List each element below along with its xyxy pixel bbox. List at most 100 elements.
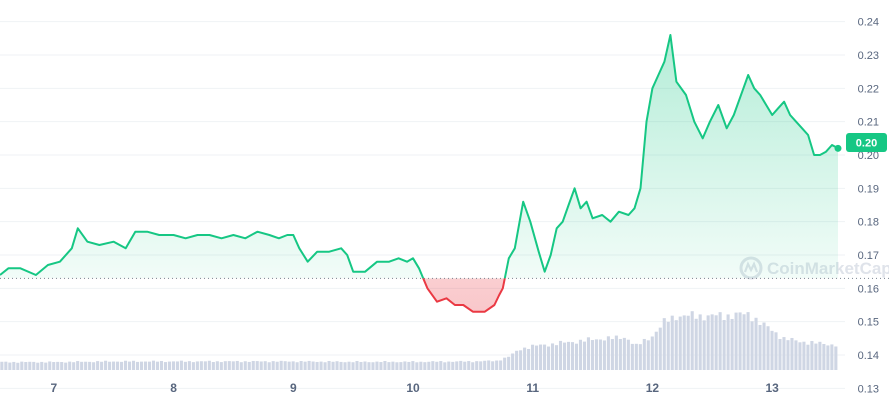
volume-bar	[662, 318, 666, 370]
volume-bar	[211, 362, 215, 370]
volume-bar	[654, 331, 658, 370]
volume-bar	[507, 356, 511, 370]
volume-bar	[503, 357, 507, 370]
volume-bar	[566, 341, 571, 370]
volume-bar	[0, 361, 4, 370]
volume-bar	[243, 361, 247, 370]
volume-bar	[550, 343, 555, 370]
volume-bar	[686, 315, 690, 370]
volume-bar	[754, 317, 758, 370]
volume-bar	[782, 337, 786, 370]
volume-bar	[706, 315, 710, 370]
volume-bar	[339, 361, 343, 370]
volume-bar	[431, 361, 435, 370]
volume-bar	[100, 361, 104, 370]
y-tick-label: 0.14	[858, 350, 879, 362]
volume-bar	[32, 361, 36, 370]
volume-bar	[423, 362, 427, 370]
volume-bar	[319, 361, 323, 370]
volume-bar	[139, 361, 144, 370]
volume-bar	[299, 360, 303, 370]
volume-bar	[606, 336, 610, 370]
volume-bar	[56, 361, 60, 370]
volume-bar	[459, 360, 463, 370]
volume-bar	[135, 361, 140, 370]
volume-bar	[415, 362, 419, 370]
volume-bar	[263, 361, 267, 370]
volume-bar	[363, 361, 367, 370]
volume-bar	[279, 360, 283, 370]
volume-bar	[702, 320, 706, 370]
volume-bar	[590, 340, 594, 370]
volume-bar	[16, 362, 20, 370]
volume-bar	[68, 361, 72, 370]
volume-bar	[742, 314, 746, 370]
volume-bar	[127, 361, 132, 370]
volume-bar	[199, 361, 203, 370]
x-tick-label: 10	[406, 381, 420, 395]
volume-bar	[479, 361, 483, 370]
volume-bar	[88, 361, 92, 370]
volume-bar	[8, 362, 12, 370]
volume-bar	[562, 342, 567, 370]
volume-bar	[331, 361, 335, 370]
volume-bar	[722, 320, 726, 370]
volume-bar	[451, 361, 455, 370]
volume-bar	[231, 361, 235, 370]
volume-bar	[830, 344, 834, 370]
volume-bar	[650, 336, 654, 370]
volume-bar	[487, 360, 491, 370]
volume-bar	[335, 361, 339, 370]
volume-bar	[447, 361, 451, 370]
volume-bar	[471, 362, 475, 370]
volume-bar	[439, 361, 443, 370]
x-tick-label: 11	[526, 381, 539, 395]
volume-bar	[255, 361, 259, 370]
volume-bar	[36, 362, 40, 370]
volume-bar	[343, 362, 347, 370]
volume-bar	[698, 314, 702, 370]
price-area-down	[423, 278, 505, 312]
volume-bar	[375, 361, 379, 370]
volume-bar	[531, 344, 535, 370]
volume-bar	[92, 362, 96, 370]
volume-bar	[84, 361, 88, 370]
volume-bar	[826, 345, 830, 370]
volume-bar	[52, 362, 56, 370]
volume-bar	[718, 312, 722, 370]
volume-bar	[367, 362, 371, 370]
volume-bar	[730, 318, 734, 370]
volume-bar	[475, 361, 479, 370]
y-tick-label: 0.16	[858, 283, 879, 295]
volume-bar	[427, 361, 431, 370]
volume-bar	[44, 362, 48, 370]
volume-bar	[443, 362, 447, 370]
volume-bar	[642, 338, 646, 370]
volume-bar	[626, 339, 630, 370]
volume-bar	[247, 361, 251, 370]
volume-bar	[618, 339, 622, 370]
volume-bar	[64, 362, 68, 370]
volume-bar	[48, 361, 52, 370]
volume-bar	[104, 360, 108, 370]
volume-bar	[614, 335, 618, 370]
volume-bar	[455, 361, 459, 370]
volume-bar	[435, 361, 439, 370]
volume-bar	[347, 361, 351, 370]
volume-bar	[167, 361, 171, 370]
price-line-up	[0, 34, 839, 279]
volume-bar	[495, 360, 499, 370]
y-tick-label: 0.20	[858, 150, 879, 162]
volume-bar	[750, 321, 754, 370]
x-tick-label: 8	[170, 381, 177, 395]
volume-bar	[511, 353, 515, 370]
volume-bar	[235, 360, 239, 370]
y-tick-label: 0.18	[858, 217, 879, 229]
volume-bar	[710, 314, 714, 370]
volume-bar	[183, 361, 187, 370]
volume-bar	[546, 346, 551, 370]
volume-bar	[307, 360, 311, 370]
x-axis: 7 8 9 10 11 12 13	[51, 381, 780, 395]
volume-bar	[203, 361, 207, 370]
